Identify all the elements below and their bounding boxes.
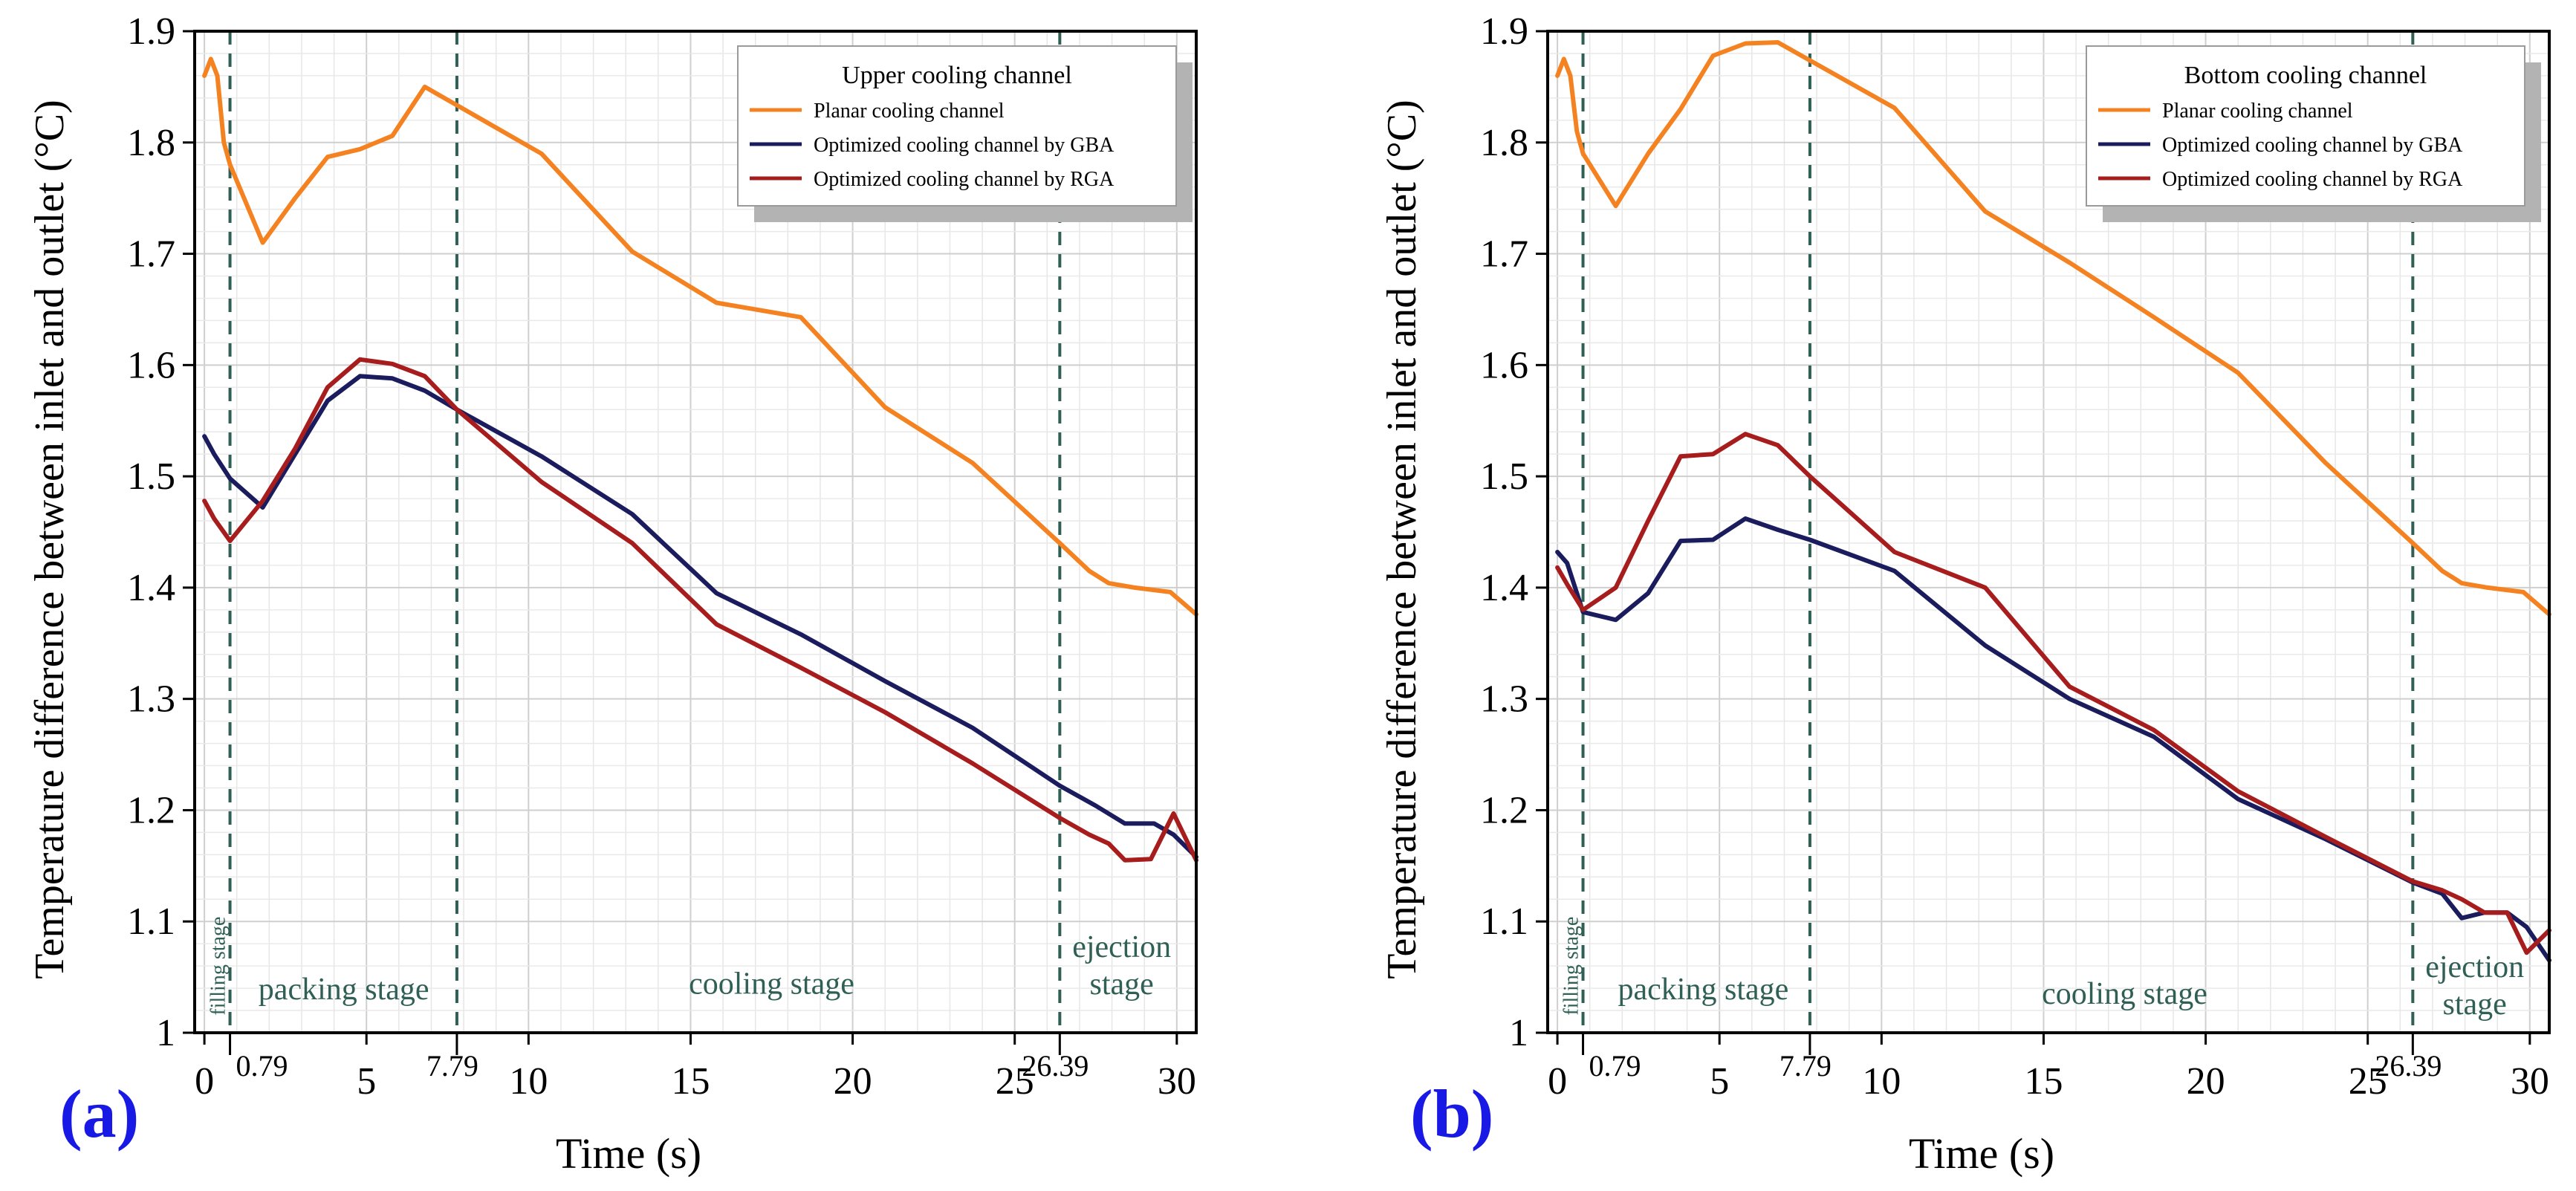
legend-entry-rga: Optimized cooling channel by RGA bbox=[2162, 168, 2463, 191]
stage-label-ejection: ejection bbox=[1072, 930, 1171, 964]
chart-panel-b: 0.79 7.79 26.39 0 5 10 15 20 25 30 1 1.1 1.2 1.3 1.4 1.… bbox=[1379, 10, 2551, 1178]
stage-label-packing: packing stage bbox=[259, 973, 429, 1007]
y-tick-label: 1 bbox=[156, 1012, 175, 1054]
x-tick-label: 25 bbox=[2349, 1060, 2387, 1103]
y-tick-label: 1.5 bbox=[127, 455, 175, 498]
y-tick-label: 1.7 bbox=[1480, 233, 1528, 276]
y-axis-title: Temperature difference between inlet and… bbox=[27, 100, 73, 979]
x-tick-label: 30 bbox=[2511, 1060, 2549, 1103]
stage-label-filling: filling stage bbox=[1560, 917, 1583, 1016]
series-line-planar bbox=[202, 56, 1198, 617]
x-tick-label: 5 bbox=[1710, 1060, 1729, 1103]
series-line-gba bbox=[1555, 516, 2551, 963]
x-tick-label: 15 bbox=[671, 1060, 710, 1103]
y-tick-label: 1.9 bbox=[127, 10, 175, 53]
chart-panel-a: 0.79 7.79 26.39 0 5 10 15 20 25 30 1 1.1 1.2 1.3 1.4 1.… bbox=[27, 10, 1198, 1178]
y-tick-label: 1.2 bbox=[127, 789, 175, 831]
y-tick-label: 1.4 bbox=[1480, 567, 1528, 609]
stage-label-ejection: stage bbox=[1090, 967, 1154, 1002]
stage-divider-label: 7.79 bbox=[426, 1049, 478, 1083]
stage-label-cooling: cooling stage bbox=[689, 967, 854, 1002]
y-tick-label: 1.1 bbox=[1480, 900, 1528, 943]
panel-label: (b) bbox=[1410, 1076, 1493, 1152]
plot-frame bbox=[193, 30, 1198, 1034]
x-axis-title: Time (s) bbox=[1909, 1129, 2054, 1178]
legend-entry-gba: Optimized cooling channel by GBA bbox=[814, 134, 1115, 157]
y-tick-label: 1.3 bbox=[1480, 678, 1528, 721]
y-tick-label: 1.5 bbox=[1480, 455, 1528, 498]
series-line-gba bbox=[202, 374, 1198, 860]
x-tick-label: 20 bbox=[834, 1060, 872, 1103]
legend-box bbox=[737, 45, 1177, 207]
plot-frame bbox=[1546, 30, 2551, 1034]
stage-divider-label: 0.79 bbox=[1589, 1049, 1641, 1083]
legend-entry-gba: Optimized cooling channel by GBA bbox=[2162, 134, 2463, 157]
legend-box bbox=[2086, 45, 2525, 207]
y-tick-label: 1.1 bbox=[127, 900, 175, 943]
x-axis-title: Time (s) bbox=[556, 1129, 701, 1178]
legend-entry-rga: Optimized cooling channel by RGA bbox=[814, 168, 1115, 191]
legend-title: Bottom cooling channel bbox=[2184, 62, 2427, 89]
y-tick-label: 1.6 bbox=[1480, 344, 1528, 386]
series-line-rga bbox=[1555, 432, 2551, 955]
x-tick-label: 25 bbox=[996, 1060, 1034, 1103]
y-axis-title: Temperature difference between inlet and… bbox=[1379, 100, 1425, 979]
x-tick-label: 20 bbox=[2187, 1060, 2225, 1103]
stage-label-ejection: ejection bbox=[2425, 950, 2524, 984]
grid bbox=[195, 30, 1196, 1033]
legend-entry-planar: Planar cooling channel bbox=[2162, 100, 2353, 123]
y-tick-label: 1.6 bbox=[127, 344, 175, 386]
y-tick-label: 1 bbox=[1509, 1012, 1528, 1054]
panel-label: (a) bbox=[59, 1076, 139, 1152]
y-tick-label: 1.9 bbox=[1480, 10, 1528, 53]
x-tick-label: 10 bbox=[509, 1060, 548, 1103]
legend-entry-planar: Planar cooling channel bbox=[814, 100, 1005, 123]
series-line-planar bbox=[1555, 40, 2551, 617]
legend-title: Upper cooling channel bbox=[842, 62, 1072, 89]
x-tick-label: 5 bbox=[357, 1060, 376, 1103]
y-tick-label: 1.7 bbox=[127, 233, 175, 276]
stage-label-cooling: cooling stage bbox=[2042, 977, 2207, 1011]
x-tick-label: 15 bbox=[2024, 1060, 2063, 1103]
stage-divider-label: 26.39 bbox=[2375, 1049, 2442, 1083]
y-tick-label: 1.8 bbox=[1480, 122, 1528, 164]
x-tick-label: 10 bbox=[1862, 1060, 1901, 1103]
x-tick-label: 30 bbox=[1158, 1060, 1196, 1103]
y-tick-label: 1.3 bbox=[127, 678, 175, 721]
stage-divider-label: 0.79 bbox=[236, 1049, 288, 1083]
y-tick-label: 1.8 bbox=[127, 122, 175, 164]
legend: Bottom cooling channel Planar cooling cha… bbox=[2086, 45, 2541, 222]
stage-label-packing: packing stage bbox=[1618, 973, 1789, 1007]
y-tick-label: 1.2 bbox=[1480, 789, 1528, 831]
series-line-rga bbox=[202, 357, 1198, 863]
stage-label-ejection: stage bbox=[2443, 987, 2507, 1022]
legend: Upper cooling channel Planar cooling chan… bbox=[737, 45, 1193, 222]
stage-divider-label: 26.39 bbox=[1022, 1049, 1089, 1083]
stage-label-filling: filling stage bbox=[207, 917, 230, 1016]
x-tick-label: 0 bbox=[1548, 1060, 1567, 1103]
stage-divider-label: 7.79 bbox=[1779, 1049, 1832, 1083]
y-tick-label: 1.4 bbox=[127, 567, 175, 609]
x-tick-label: 0 bbox=[195, 1060, 214, 1103]
